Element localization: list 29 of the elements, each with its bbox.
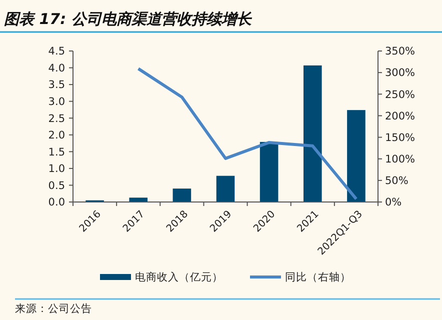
y2-tick-label: 250%: [385, 88, 416, 101]
y2-tick-label: 100%: [385, 154, 416, 166]
y-tick-label: 3.5: [48, 79, 65, 92]
bar: [216, 176, 235, 202]
line-series: [136, 67, 358, 200]
y-tick-label: 2.5: [48, 112, 65, 125]
y-tick-label: 4.0: [48, 62, 65, 74]
y2-tick-label: 350%: [385, 46, 416, 58]
y-tick-label: 1.0: [48, 163, 65, 176]
legend-label: 电商收入（亿元）: [135, 270, 223, 284]
y2-tick-label: 150%: [385, 132, 416, 144]
y-tick-label: 0.5: [48, 180, 65, 192]
y-tick-label: 3.0: [48, 96, 65, 108]
chart-title: 图表 17: 公司电商渠道营收持续增长: [4, 10, 252, 28]
y2-tick-label: 0%: [385, 196, 402, 209]
y2-tick-label: 300%: [385, 67, 416, 80]
bar: [260, 142, 278, 202]
legend-label: 同比（右轴）: [285, 270, 351, 284]
y2-tick-label: 200%: [385, 110, 416, 122]
source-note: 来源：公司公告: [15, 302, 92, 316]
y-tick-label: 1.5: [48, 146, 65, 158]
y-tick-label: 4.5: [48, 46, 65, 58]
bar: [303, 65, 322, 202]
bar: [347, 110, 366, 202]
y-tick-label: 2.0: [48, 130, 65, 142]
bar: [172, 188, 192, 202]
y2-tick-label: 50%: [385, 175, 408, 188]
y-tick-label: 0.0: [48, 196, 65, 209]
bar: [129, 198, 148, 202]
